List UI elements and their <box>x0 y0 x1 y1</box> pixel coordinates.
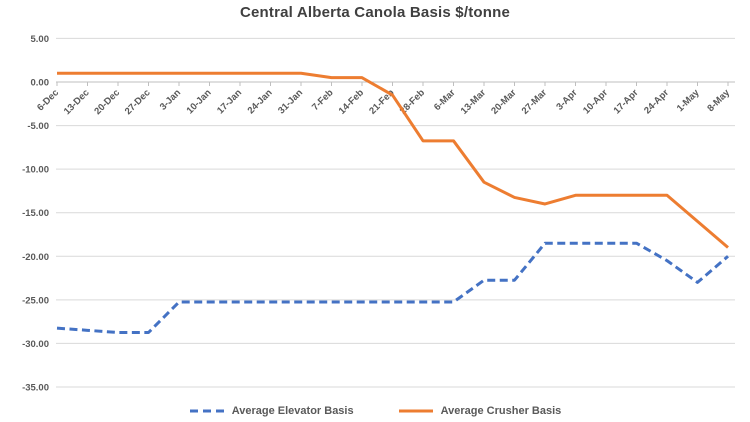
x-tick-label: 13-Mar <box>459 87 489 117</box>
y-tick-label: -10.00 <box>22 165 49 176</box>
x-tick-label: 3-Jan <box>158 87 183 112</box>
crusher-line-sample-icon <box>398 409 433 413</box>
y-tick-label: 5.00 <box>31 34 50 45</box>
x-tick-label: 7-Feb <box>310 87 336 113</box>
crusher-series-line <box>57 71 729 249</box>
x-tick-label: 3-Apr <box>554 87 580 113</box>
x-tick-label: 27-Dec <box>123 87 153 117</box>
x-tick-label: 24-Apr <box>642 87 671 116</box>
x-tick-label: 10-Jan <box>185 87 214 116</box>
chart-title: Central Alberta Canola Basis $/tonne <box>239 4 511 21</box>
elevator-line-sample-icon <box>189 409 224 413</box>
y-tick-label: -20.00 <box>22 252 49 263</box>
x-tick-label: 14-Feb <box>337 87 367 117</box>
x-tick-label: 21-Feb <box>367 87 397 117</box>
x-tick-label: 6-Mar <box>432 87 458 113</box>
x-tick-label: 20-Mar <box>489 87 519 117</box>
y-tick-label: -15.00 <box>22 208 49 219</box>
x-tick-label: 17-Jan <box>215 87 244 116</box>
legend-item-elevator[interactable]: Average Elevator Basis <box>189 405 354 417</box>
legend-label-elevator: Average Elevator Basis <box>231 405 354 417</box>
legend-label-crusher: Average Crusher Basis <box>440 405 562 417</box>
x-tick-label: 31-Jan <box>276 87 305 116</box>
x-tick-label: 28-Feb <box>398 87 428 117</box>
y-tick-label: 0.00 <box>31 78 50 89</box>
legend-item-crusher[interactable]: Average Crusher Basis <box>398 405 562 417</box>
x-tick-label: 20-Dec <box>92 87 122 117</box>
y-tick-label: -5.00 <box>27 121 49 132</box>
y-tick-label: -30.00 <box>22 339 49 350</box>
x-tick-label: 8-May <box>705 87 732 114</box>
x-tick-label: 6-Dec <box>35 87 61 113</box>
x-tick-label: 27-Mar <box>520 87 550 117</box>
legend: Average Elevator Basis Average Crusher B… <box>0 405 750 417</box>
y-tick-label: -25.00 <box>22 295 49 306</box>
x-tick-label: 13-Dec <box>62 87 92 117</box>
x-tick-label: 24-Jan <box>246 87 275 116</box>
x-tick-label: 10-Apr <box>581 87 610 116</box>
x-tick-label: 1-May <box>675 87 702 114</box>
x-tick-label: 17-Apr <box>612 87 641 116</box>
y-tick-label: -35.00 <box>22 382 49 393</box>
elevator-series-line <box>56 241 729 334</box>
